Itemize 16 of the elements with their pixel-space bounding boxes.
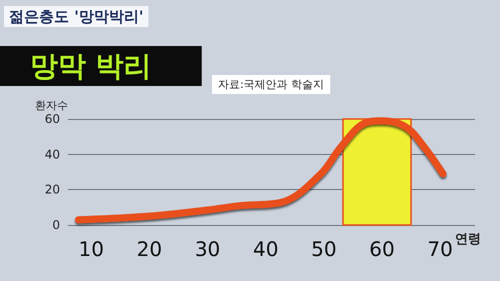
- x-tick-label: 10: [78, 237, 104, 261]
- text: 자료:국제안과 학술지: [218, 78, 324, 91]
- y-axis-title: 환자수: [35, 99, 68, 112]
- y-tick-label: 0: [52, 218, 60, 232]
- x-tick-label: 20: [136, 237, 162, 261]
- x-tick-label: 70: [427, 237, 453, 261]
- x-tick-label: 30: [194, 237, 220, 261]
- x-tick-label: 40: [252, 237, 278, 261]
- y-tick-label: 20: [44, 182, 60, 197]
- x-axis-title: 연령: [455, 232, 481, 247]
- y-tick-label: 40: [44, 147, 60, 162]
- x-tick-label: 50: [311, 237, 337, 261]
- chart-title: 망막 박리: [30, 50, 152, 82]
- x-tick-label: 60: [369, 237, 395, 261]
- chart-subtitle: 젊은층도 '망막박리': [9, 8, 144, 26]
- y-tick-label: 60: [44, 112, 60, 126]
